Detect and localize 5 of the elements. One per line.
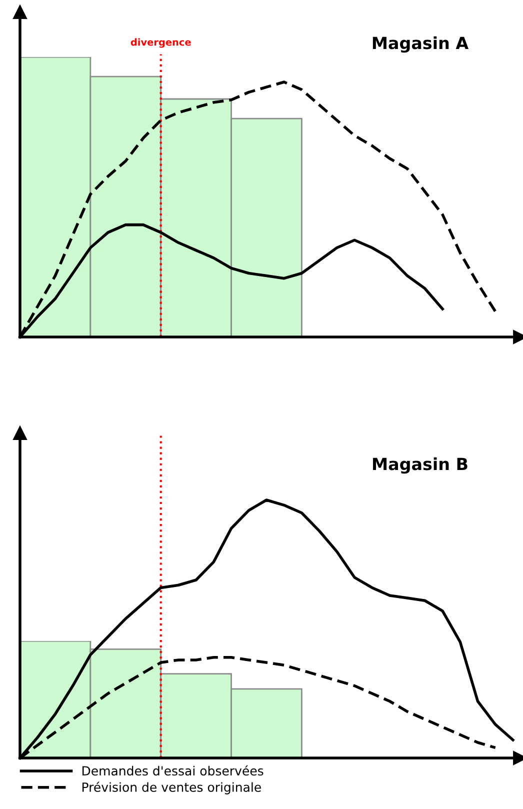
legend-label: Prévision de ventes originale	[82, 782, 261, 794]
text: divergence	[130, 38, 191, 48]
legend-label: Demandes d'essai observées	[82, 765, 264, 776]
chart-title: Magasin A	[372, 36, 469, 53]
chart-title: Magasin B	[373, 457, 468, 474]
